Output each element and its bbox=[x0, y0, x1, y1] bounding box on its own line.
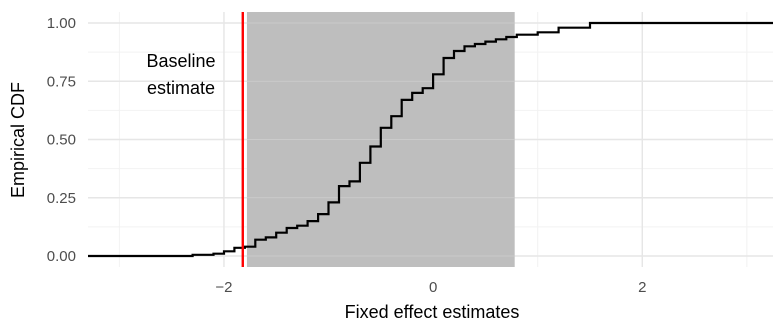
x-axis-title: Fixed effect estimates bbox=[345, 302, 520, 322]
x-tick-labels: −2 0 2 bbox=[215, 279, 646, 296]
x-tick-label: 0 bbox=[429, 279, 437, 296]
y-tick-label: 0.75 bbox=[47, 73, 76, 90]
y-axis-title: Empirical CDF bbox=[8, 82, 28, 198]
x-tick-label: −2 bbox=[215, 279, 232, 296]
y-tick-label: 0.00 bbox=[47, 248, 76, 265]
annotation-line-1: Baseline bbox=[146, 51, 215, 71]
annotation-line-2: estimate bbox=[147, 78, 215, 98]
y-tick-label: 0.50 bbox=[47, 132, 76, 149]
y-tick-label: 0.25 bbox=[47, 190, 76, 207]
x-tick-label: 2 bbox=[638, 279, 646, 296]
y-tick-label: 1.00 bbox=[47, 15, 76, 32]
ecdf-series-line bbox=[88, 21, 773, 258]
y-tick-labels: 0.00 0.25 0.50 0.75 1.00 bbox=[47, 15, 76, 265]
